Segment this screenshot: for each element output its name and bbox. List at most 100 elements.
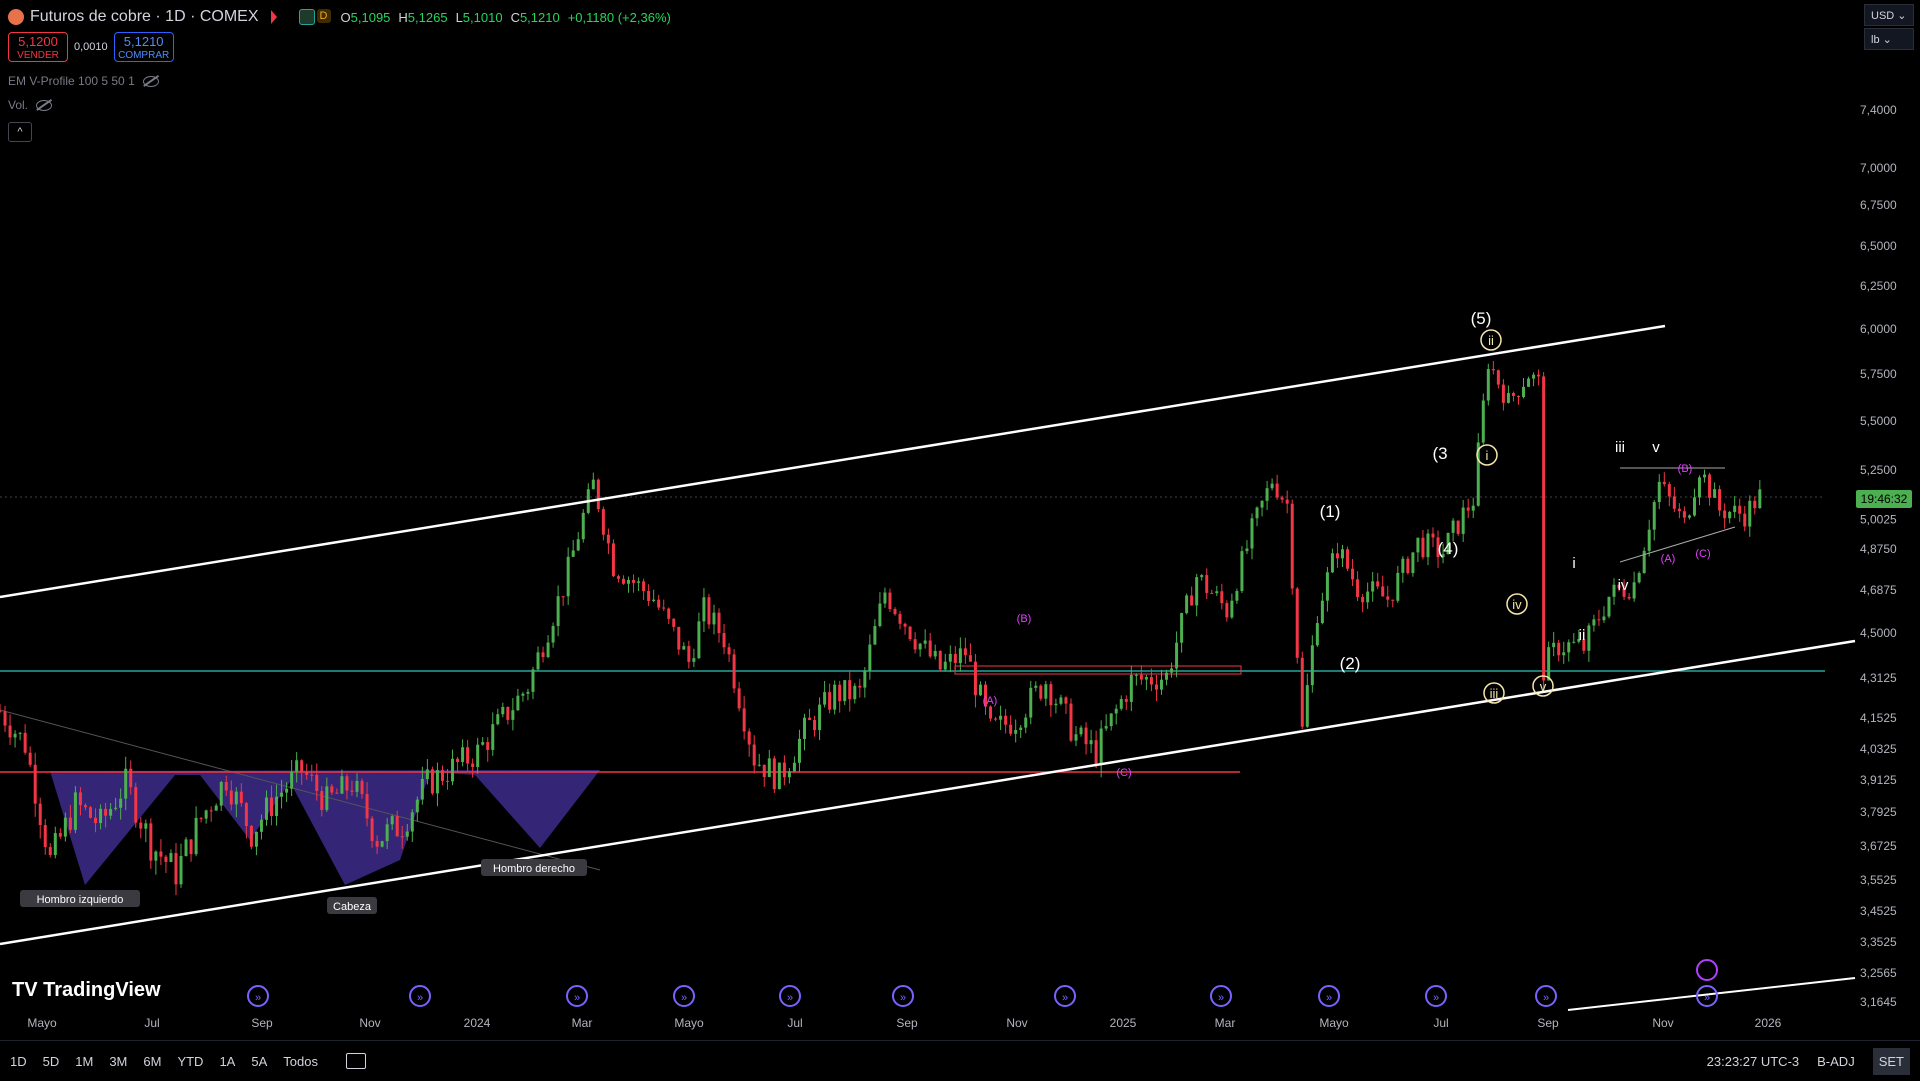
time-tick: Mayo xyxy=(1319,1016,1349,1030)
candle-body xyxy=(345,776,349,791)
candle-body xyxy=(1300,657,1304,727)
delayed-badge: D xyxy=(316,9,331,23)
candle-body xyxy=(883,592,887,604)
candle-body xyxy=(33,764,37,804)
candle-body xyxy=(1406,558,1410,574)
indicator-vprofile[interactable]: EM V-Profile 100 5 50 1 xyxy=(8,74,159,88)
candle-body xyxy=(657,599,661,608)
candle-body xyxy=(1602,616,1606,621)
candle-body xyxy=(1175,642,1179,669)
flag-icon[interactable] xyxy=(270,10,277,24)
range-todos[interactable]: Todos xyxy=(283,1053,318,1069)
candle-body xyxy=(1426,533,1430,558)
candle-body xyxy=(1582,639,1586,651)
clock[interactable]: 23:23:27 UTC-3 xyxy=(1706,1053,1800,1069)
candle-body xyxy=(78,792,82,806)
candle-body xyxy=(923,640,927,644)
collapse-indicators-button[interactable]: ^ xyxy=(8,122,32,142)
candle-body xyxy=(682,646,686,650)
candle-body xyxy=(1466,507,1470,511)
candle-body xyxy=(199,817,203,819)
candle-body xyxy=(948,653,952,662)
candle-body xyxy=(601,509,605,535)
candle-body xyxy=(1622,588,1626,597)
hidden-eye-icon[interactable] xyxy=(36,99,53,111)
symbol-title[interactable]: Futuros de cobre · 1D · COMEX xyxy=(30,8,259,25)
candle-body xyxy=(893,609,897,615)
candle-body xyxy=(792,762,796,772)
candle-body xyxy=(1451,520,1455,533)
candle-body xyxy=(1200,575,1204,578)
range-6m[interactable]: 6M xyxy=(143,1053,162,1069)
range-1a[interactable]: 1A xyxy=(219,1053,236,1069)
price-axis: 7,4000 7,0000 6,7500 6,5000 6,2500 6,0000 5,75… xyxy=(1860,103,1897,1009)
price-tick: 7,0000 xyxy=(1860,161,1897,175)
range-ytd[interactable]: YTD xyxy=(177,1053,204,1069)
buy-button[interactable]: 5,1210 COMPRAR xyxy=(113,32,174,62)
session-toggle[interactable]: SET xyxy=(1872,1047,1910,1075)
candle-body xyxy=(456,758,460,762)
candle-body xyxy=(1104,726,1108,729)
candle-body xyxy=(777,762,781,790)
candle-body xyxy=(1185,595,1189,614)
sell-button[interactable]: 5,1200 VENDER xyxy=(8,32,68,62)
range-3m[interactable]: 3M xyxy=(109,1053,128,1069)
candle-body xyxy=(1149,677,1153,685)
candle-body xyxy=(994,718,998,720)
currency-select[interactable]: USD ⌄ xyxy=(1864,4,1914,26)
candle-body xyxy=(526,691,530,694)
event-arrow: » xyxy=(1433,992,1439,1004)
candle-body xyxy=(1647,529,1651,551)
candle-body xyxy=(1642,550,1646,574)
candle-body xyxy=(1723,510,1727,519)
candle-body xyxy=(1154,684,1158,690)
candle-body xyxy=(340,776,344,794)
candle-body xyxy=(360,780,364,795)
range-1m[interactable]: 1M xyxy=(75,1053,94,1069)
candle-body xyxy=(913,639,917,650)
candle-body xyxy=(1024,717,1028,728)
bottom-toolbar: 1D 5D 1M 3M 6M YTD 1A 5A Todos 23:23:27 UTC-3 B-… xyxy=(0,1040,1920,1081)
adjustment-toggle[interactable]: B-ADJ xyxy=(1817,1053,1855,1069)
calendar-icon[interactable] xyxy=(345,1053,366,1069)
candle-body xyxy=(134,787,138,823)
candle-body xyxy=(28,752,32,765)
price-tick: 3,5525 xyxy=(1860,873,1897,887)
price-tick: 4,8750 xyxy=(1860,542,1897,556)
candle-body xyxy=(1341,549,1344,559)
wave-circled-label: v xyxy=(1540,679,1547,694)
time-tick: Jul xyxy=(1433,1016,1448,1030)
unit-select[interactable]: lb ⌄ xyxy=(1864,28,1914,50)
candle-body xyxy=(1034,685,1038,688)
candle-body xyxy=(1315,623,1319,646)
copper-icon xyxy=(8,9,24,25)
candle-body xyxy=(1597,619,1601,621)
channel-upper xyxy=(0,324,1666,599)
candle-body xyxy=(722,633,726,648)
open-value: 5,1095 xyxy=(350,9,391,25)
candle-body xyxy=(1280,497,1284,500)
price-tick: 5,2500 xyxy=(1860,463,1897,477)
wave-minor-iv: iv xyxy=(1618,577,1629,594)
candle-body xyxy=(486,742,490,750)
hidden-eye-icon[interactable] xyxy=(142,75,159,87)
candle-body xyxy=(1562,652,1566,656)
time-tick: Nov xyxy=(1652,1016,1673,1030)
event-icon xyxy=(1318,985,1340,1007)
head-shoulders-pattern xyxy=(0,709,601,885)
candle-body xyxy=(797,738,801,763)
wave-minor-iii: iii xyxy=(1615,439,1625,456)
range-5d[interactable]: 5D xyxy=(42,1053,60,1069)
time-tick: Sep xyxy=(1537,1016,1559,1030)
candle-body xyxy=(440,770,444,781)
time-tick: Nov xyxy=(359,1016,380,1030)
range-5a[interactable]: 5A xyxy=(251,1053,268,1069)
range-1d[interactable]: 1D xyxy=(10,1053,27,1069)
candle-body xyxy=(300,760,304,773)
price-tick: 3,3525 xyxy=(1860,935,1897,949)
candle-body xyxy=(270,797,274,816)
candle-body xyxy=(1049,684,1053,706)
candle-body xyxy=(1260,500,1264,508)
indicator-volume[interactable]: Vol. xyxy=(8,98,53,112)
